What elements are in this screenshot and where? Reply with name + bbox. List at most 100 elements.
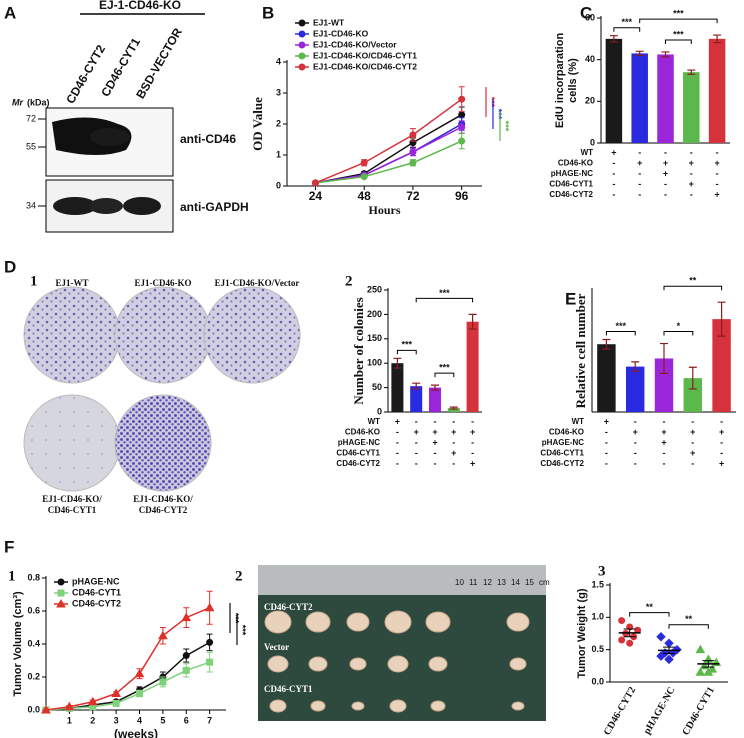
lane-label: CD46-CYT2 bbox=[63, 42, 108, 106]
plate-label: EJ1-CD46-KO bbox=[135, 278, 192, 288]
tumor bbox=[384, 610, 412, 634]
sign: + bbox=[689, 179, 694, 189]
ruler-label: 10 bbox=[455, 578, 464, 587]
sign: - bbox=[415, 458, 418, 468]
significance-label: * bbox=[677, 321, 681, 331]
sign: - bbox=[471, 416, 474, 426]
sign: + bbox=[661, 427, 666, 437]
tumor bbox=[351, 701, 365, 711]
legend-label: EJ1-CD46-KO/Vector bbox=[313, 39, 397, 49]
series-line bbox=[45, 661, 210, 711]
marker bbox=[656, 651, 666, 661]
sign-row-label: WT bbox=[368, 417, 381, 426]
sign: + bbox=[690, 448, 695, 458]
bar bbox=[683, 378, 703, 412]
tumor bbox=[305, 611, 331, 633]
panel-sublabel: 3 bbox=[598, 563, 606, 579]
sign: - bbox=[691, 416, 694, 426]
significance-bracket bbox=[639, 18, 718, 24]
panel-sublabel: 1 bbox=[30, 273, 38, 289]
sign: - bbox=[664, 189, 667, 199]
ruler-label: 13 bbox=[497, 578, 506, 587]
mr-unit: (kDa) bbox=[27, 97, 50, 107]
tumor bbox=[509, 657, 527, 671]
legend-label: pHAGE-NC bbox=[72, 576, 120, 586]
x-tick-label: 96 bbox=[455, 189, 469, 203]
ruler-label: cm bbox=[539, 578, 550, 587]
marker bbox=[618, 636, 626, 644]
tumor bbox=[267, 655, 289, 673]
ruler-label: 15 bbox=[525, 578, 534, 587]
sign: - bbox=[716, 168, 719, 178]
row-label: CD46-CYT2 bbox=[264, 602, 313, 612]
marker bbox=[360, 173, 368, 181]
sign: - bbox=[471, 437, 474, 447]
annotation: *** bbox=[231, 613, 241, 624]
y-tick-label: 0.8 bbox=[27, 572, 40, 582]
ruler-label: 12 bbox=[483, 578, 492, 587]
plate-label: EJ1-CD46-KO/ bbox=[133, 494, 193, 504]
significance-label: ** bbox=[689, 276, 697, 286]
marker-label: 55 bbox=[26, 141, 36, 151]
sign: - bbox=[691, 458, 694, 468]
y-tick-label: 50 bbox=[372, 382, 382, 392]
sign: - bbox=[605, 427, 608, 437]
sign: - bbox=[452, 416, 455, 426]
sign-row-label: pHAGE-NC bbox=[338, 438, 380, 447]
y-tick-label: 0 bbox=[590, 137, 595, 147]
sign-row-label: WT bbox=[581, 148, 594, 157]
marker bbox=[311, 179, 319, 187]
panel-label: B bbox=[262, 3, 274, 22]
sign: + bbox=[395, 416, 400, 426]
sign: + bbox=[633, 427, 638, 437]
bar bbox=[410, 386, 423, 412]
error-bar bbox=[717, 301, 726, 337]
sign: - bbox=[612, 189, 615, 199]
sign: + bbox=[661, 437, 666, 447]
sign: - bbox=[605, 448, 608, 458]
y-axis-label: OD Value bbox=[250, 97, 265, 151]
sign-row-label: WT bbox=[572, 417, 585, 426]
legend-label: EJ1-CD46-KO/CD46-CYT2 bbox=[313, 61, 417, 71]
panel-sublabel: 2 bbox=[235, 568, 243, 584]
plate-label: EJ1-WT bbox=[55, 278, 88, 288]
error-bar bbox=[468, 313, 477, 330]
sign-row-label: CD46-KO bbox=[558, 159, 593, 168]
sign-row-label: CD46-CYT2 bbox=[549, 190, 593, 199]
significance-label: ** bbox=[685, 614, 693, 624]
sign: + bbox=[604, 416, 609, 426]
sign: - bbox=[638, 147, 641, 157]
marker bbox=[626, 639, 634, 647]
marker bbox=[134, 668, 145, 678]
sign: - bbox=[664, 147, 667, 157]
sign: - bbox=[663, 458, 666, 468]
sign: - bbox=[634, 416, 637, 426]
sign: - bbox=[434, 416, 437, 426]
sign: - bbox=[634, 437, 637, 447]
marker bbox=[458, 95, 466, 103]
legend-label: EJ1-CD46-KO bbox=[313, 28, 369, 38]
x-tick-label: 24 bbox=[309, 189, 323, 203]
tumor bbox=[269, 699, 287, 713]
colony-panel: EJ1-WT EJ1-CD46-KO EJ1-CD46-KO/Vector EJ… bbox=[23, 278, 301, 515]
sign: - bbox=[664, 179, 667, 189]
tumor bbox=[428, 656, 448, 672]
x-tick-label: 48 bbox=[358, 189, 372, 203]
marker bbox=[181, 612, 192, 622]
sign: - bbox=[612, 168, 615, 178]
tumor bbox=[308, 656, 328, 672]
panel-label: E bbox=[565, 289, 576, 308]
y-tick-label: 3 bbox=[276, 87, 281, 97]
sign: - bbox=[434, 458, 437, 468]
tumor bbox=[506, 612, 530, 632]
sign: + bbox=[663, 168, 668, 178]
sign: - bbox=[415, 448, 418, 458]
y-tick-label: 20 bbox=[585, 96, 595, 106]
marker-label: 34 bbox=[26, 200, 36, 210]
plate-label: CD46-CYT1 bbox=[48, 505, 97, 515]
panel-label: A bbox=[4, 3, 16, 22]
sign: - bbox=[716, 179, 719, 189]
sign: - bbox=[691, 437, 694, 447]
marker bbox=[360, 159, 368, 167]
plate-label: EJ1-CD46-KO/ bbox=[42, 494, 102, 504]
